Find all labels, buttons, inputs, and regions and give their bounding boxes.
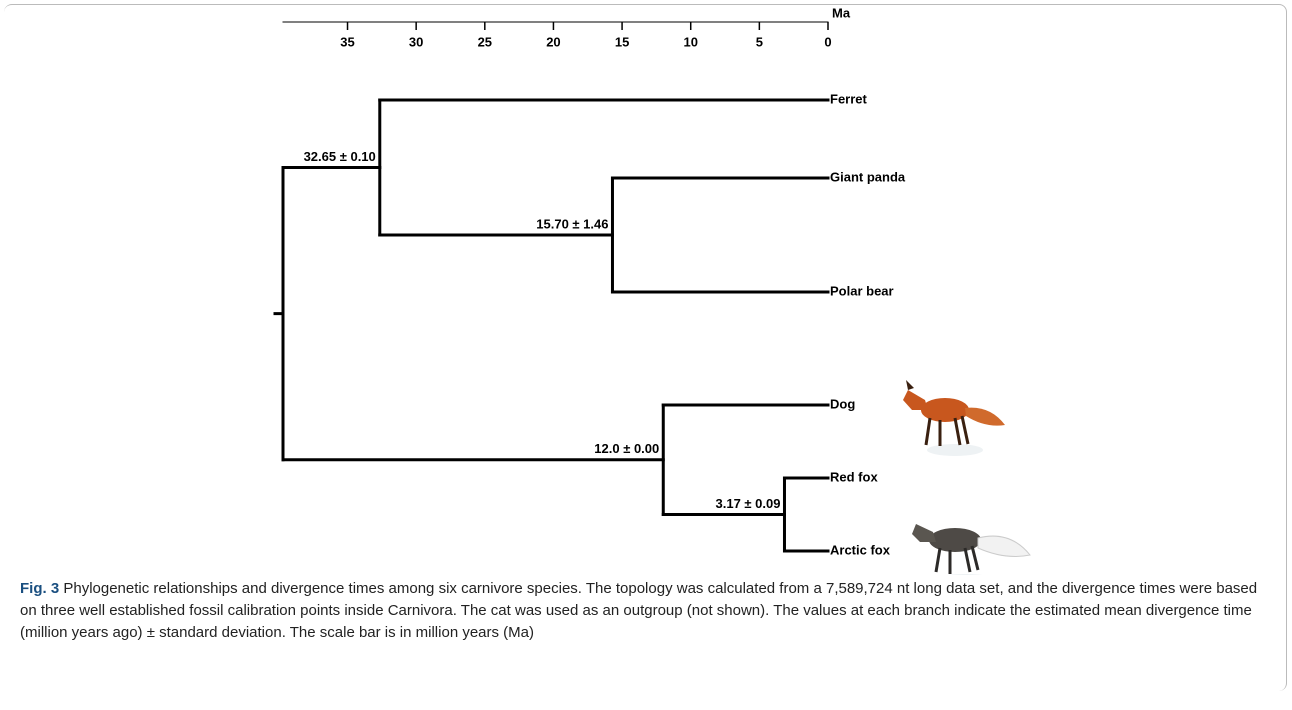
node-label: 12.0 ± 0.00 [594,441,659,456]
arctic-fox-image [912,524,1031,575]
leaf-label: Polar bear [830,283,894,298]
axis-tick-label: 20 [546,34,560,49]
caption: Fig. 3 Phylogenetic relationships and di… [20,578,1270,644]
axis-tick-label: 25 [478,34,492,49]
caption-label: Fig. 3 [20,580,60,597]
leaf-label: Red fox [830,469,878,484]
tree-figure: Ma 35 30 25 20 15 10 5 0 Ferret Giant panda Polar … [273,5,1031,575]
leaf-label: Dog [830,396,855,411]
frame [4,4,1287,691]
axis-tick-label: 35 [340,34,354,49]
red-fox-image [903,380,1005,456]
caption-text: Phylogenetic relationships and divergenc… [20,580,1258,641]
axis-tick-label: 15 [615,34,629,49]
leaf-label: Ferret [830,91,868,106]
leaf-label: Giant panda [830,169,906,184]
node-label: 3.17 ± 0.09 [716,496,781,511]
axis-tick-label: 30 [409,34,423,49]
node-label: 15.70 ± 1.46 [536,216,608,231]
axis-tick-label: 10 [683,34,697,49]
axis-tick-label: 0 [824,34,831,49]
axis-unit: Ma [832,5,851,20]
node-label: 32.65 ± 0.10 [304,149,376,164]
axis-tick-label: 5 [756,34,763,49]
leaf-label: Arctic fox [830,542,891,557]
